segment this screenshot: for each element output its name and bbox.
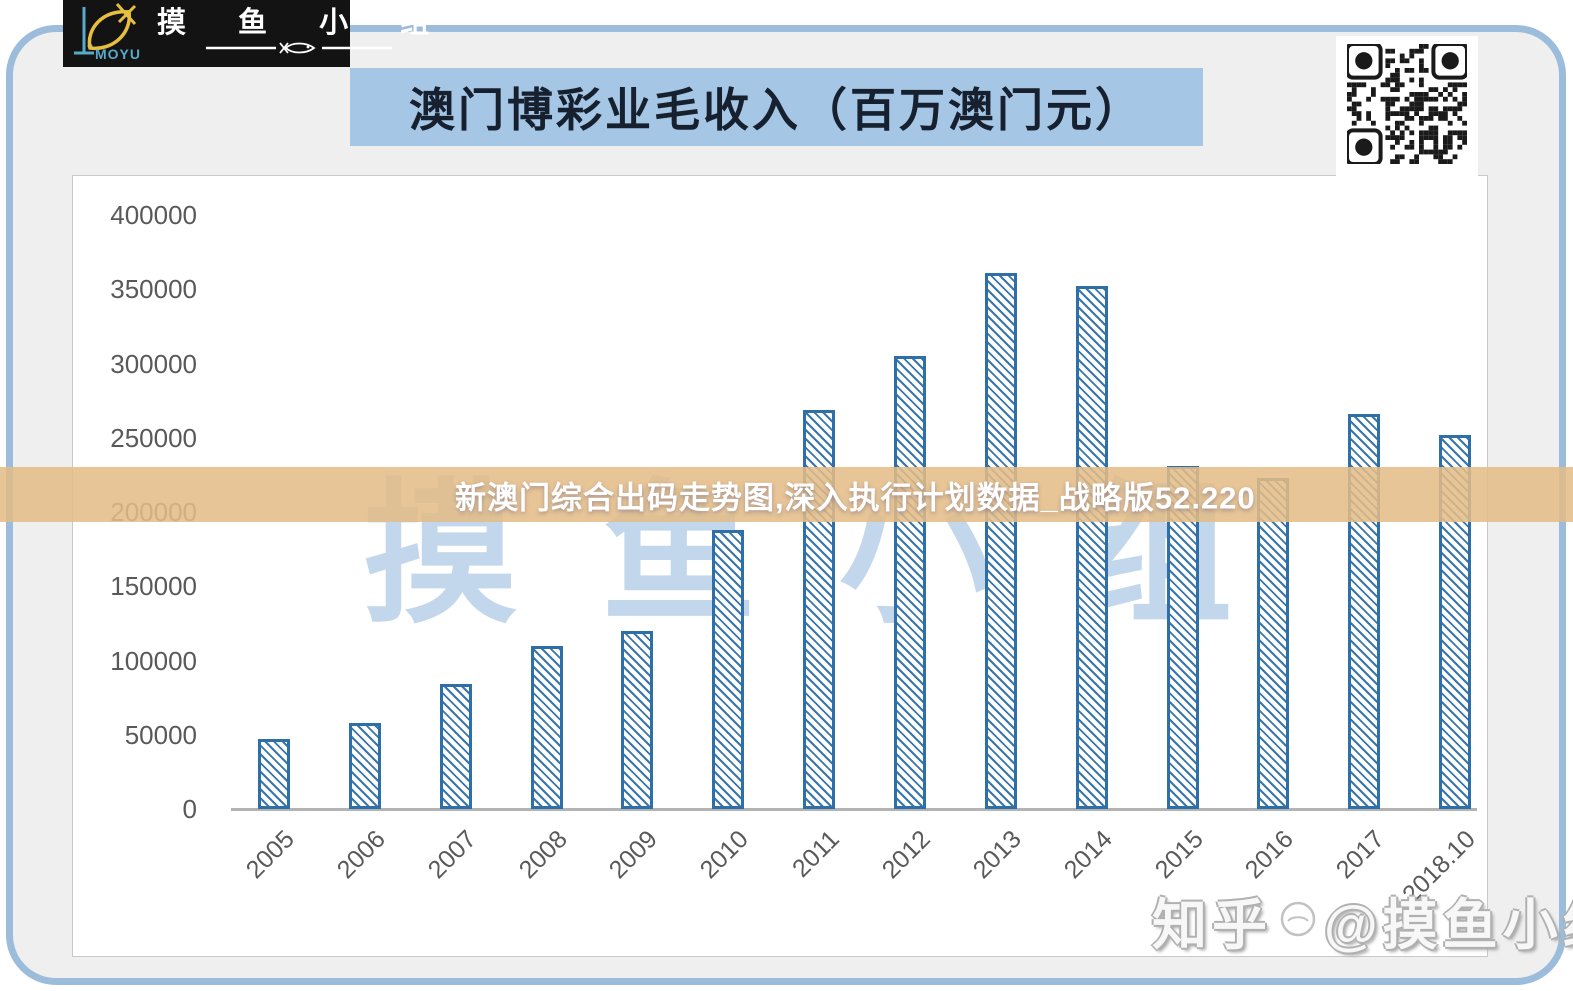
svg-text:MOYU: MOYU <box>95 46 141 62</box>
x-axis-line <box>231 808 1477 811</box>
bar-2013 <box>984 272 1017 809</box>
title-bar: 澳门博彩业毛收入（百万澳门元） <box>350 68 1203 146</box>
logo-text-block: 摸 鱼 小 组 <box>147 6 451 61</box>
logo-title: 摸 鱼 小 组 <box>157 7 452 39</box>
y-tick-label: 50000 <box>124 719 197 750</box>
mascot-icon <box>1278 888 1318 952</box>
bar-2014 <box>1075 286 1108 809</box>
qr-code-icon <box>1345 41 1469 169</box>
fish-divider-icon <box>204 40 394 61</box>
bar-2008 <box>530 645 563 809</box>
bar-chart: 0500001000001500002000002500003000003500… <box>73 176 1487 956</box>
y-tick-label: 300000 <box>110 348 197 379</box>
y-tick-label: 400000 <box>110 200 197 230</box>
bar-2006 <box>348 722 381 809</box>
bar-2015 <box>1166 466 1199 809</box>
page-title: 澳门博彩业毛收入（百万澳门元） <box>409 84 1144 136</box>
y-tick-label: 150000 <box>110 571 197 602</box>
bar-2012 <box>893 356 926 809</box>
bar-2005 <box>258 739 290 809</box>
y-tick-label: 0 <box>182 794 197 824</box>
bar-2010 <box>712 529 745 809</box>
qr-code-box <box>1336 36 1478 176</box>
y-tick-label: 100000 <box>110 645 197 676</box>
bar-2016 <box>1257 477 1290 809</box>
chart-panel: 摸 鱼 小 组 05000010000015000020000025000030… <box>72 175 1488 957</box>
bottom-watermark-prefix: 知乎 <box>1152 894 1273 956</box>
bar-2007 <box>439 684 472 809</box>
bar-2009 <box>621 630 654 809</box>
brand-logo: MOYU 摸 鱼 小 组 <box>63 0 429 67</box>
y-tick-label: 250000 <box>110 422 197 453</box>
moyu-fish-logo-icon: MOYU <box>69 1 147 67</box>
overlay-banner: 新澳门综合出码走势图,深入执行计划数据_战略版52.220 <box>0 467 1573 522</box>
y-tick-label: 350000 <box>110 274 197 305</box>
banner-text: 新澳门综合出码走势图,深入执行计划数据_战略版52.220 <box>455 480 1256 515</box>
